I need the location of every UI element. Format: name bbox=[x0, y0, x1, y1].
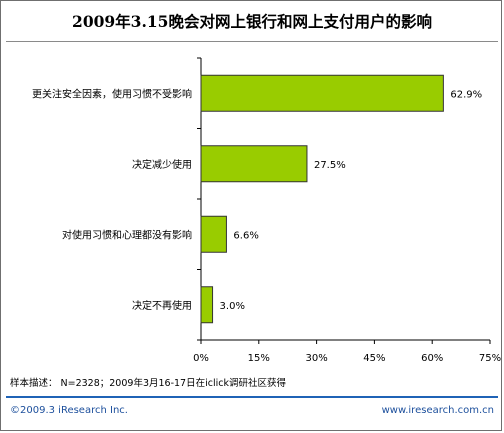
footer-divider bbox=[6, 396, 498, 398]
category-label: 对使用习惯和心理都没有影响 bbox=[62, 228, 192, 241]
copyright-text: ©2009.3 iResearch Inc. bbox=[10, 405, 128, 416]
x-tick-label: 75% bbox=[479, 353, 501, 364]
category-label: 更关注安全因素，使用习惯不受影响 bbox=[32, 87, 192, 100]
value-label: 62.9% bbox=[450, 89, 482, 100]
bar bbox=[200, 286, 214, 324]
bar bbox=[200, 215, 227, 253]
category-label: 决定不再使用 bbox=[132, 299, 192, 312]
value-label: 6.6% bbox=[233, 230, 258, 241]
x-tick-label: 15% bbox=[248, 353, 270, 364]
bar bbox=[200, 145, 308, 183]
bar bbox=[200, 74, 444, 112]
value-label: 27.5% bbox=[314, 160, 346, 171]
title-divider bbox=[6, 41, 498, 42]
website-link[interactable]: www.iresearch.com.cn bbox=[381, 405, 494, 416]
chart-title: 2009年3.15晚会对网上银行和网上支付用户的影响 bbox=[72, 12, 432, 31]
x-tick-label: 60% bbox=[421, 353, 443, 364]
x-tick-label: 0% bbox=[193, 353, 209, 364]
category-label: 决定减少使用 bbox=[132, 158, 192, 171]
value-label: 3.0% bbox=[220, 301, 245, 312]
x-tick-label: 45% bbox=[363, 353, 385, 364]
x-tick-label: 30% bbox=[305, 353, 327, 364]
sample-description: 样本描述： N=2328；2009年3月16-17日在iclick调研社区获得 bbox=[10, 378, 286, 389]
